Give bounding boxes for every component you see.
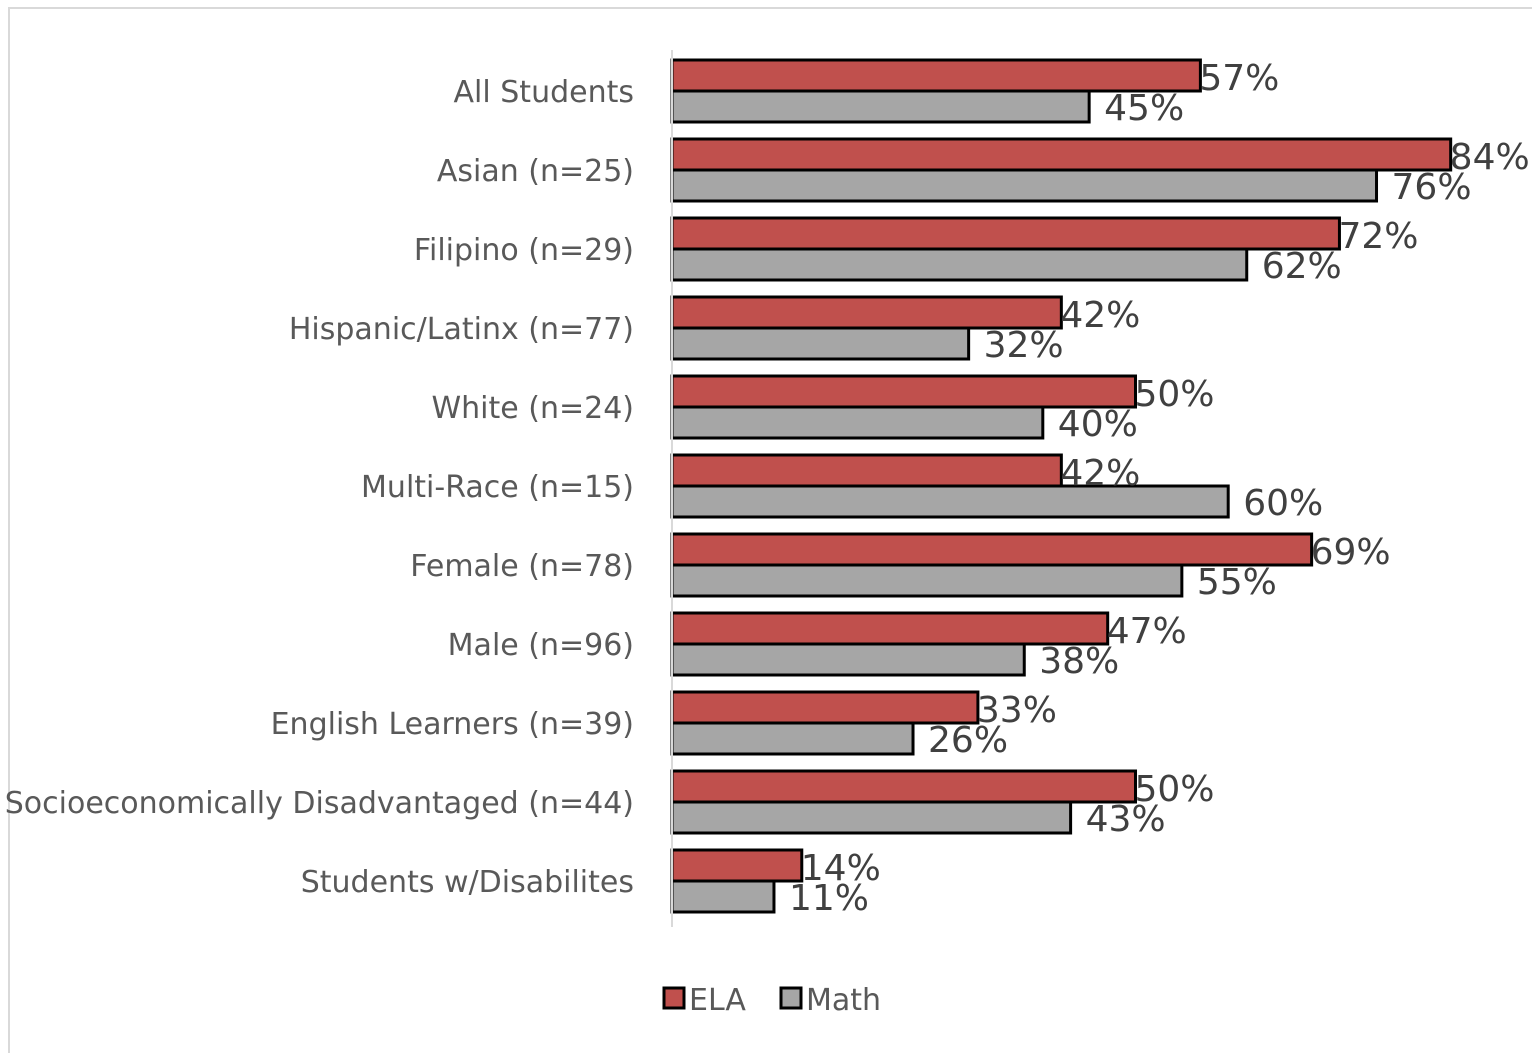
data-label: 57% xyxy=(1199,58,1279,99)
data-label: 47% xyxy=(1107,611,1187,652)
data-label: 14% xyxy=(801,848,881,889)
data-label: 43% xyxy=(1086,799,1166,840)
bar-ela xyxy=(670,374,1137,409)
category-label: Students w/Disabilites xyxy=(301,865,634,900)
legend-label-math: Math xyxy=(806,983,881,1018)
bar-ela xyxy=(670,690,980,725)
data-label: 50% xyxy=(1135,769,1215,810)
data-label: 33% xyxy=(977,690,1057,731)
data-label: 45% xyxy=(1104,88,1184,129)
bar-math xyxy=(670,563,1184,598)
data-label: 69% xyxy=(1311,532,1391,573)
category-label: White (n=24) xyxy=(432,391,635,426)
category-labels: All Students Asian (n=25) Filipino (n=29) H… xyxy=(5,75,634,900)
category-label: English Learners (n=39) xyxy=(271,707,634,742)
bar-math xyxy=(670,247,1249,282)
bar-math xyxy=(670,326,971,361)
value-labels: 57%45%84%76%72%62%42%32%50%40%42%60%69%5… xyxy=(789,58,1530,919)
bar-ela xyxy=(670,295,1063,330)
bar-ela xyxy=(670,769,1137,804)
category-label: Filipino (n=29) xyxy=(414,233,634,268)
data-label: 76% xyxy=(1392,167,1472,208)
data-label: 11% xyxy=(789,878,869,919)
data-label: 55% xyxy=(1197,562,1277,603)
data-label: 62% xyxy=(1262,246,1342,287)
bar-math xyxy=(670,405,1045,440)
data-label: 40% xyxy=(1058,404,1138,445)
bar-ela xyxy=(670,453,1063,488)
data-label: 42% xyxy=(1060,295,1140,336)
category-label: Asian (n=25) xyxy=(437,154,634,189)
bars xyxy=(670,58,1453,914)
legend-label-ela: ELA xyxy=(689,983,746,1018)
category-label: Socioeconomically Disadvantaged (n=44) xyxy=(5,786,634,821)
legend-swatch-math xyxy=(779,986,803,1010)
data-label: 84% xyxy=(1450,137,1530,178)
data-label: 60% xyxy=(1243,483,1323,524)
category-label: Multi-Race (n=15) xyxy=(361,470,634,505)
bar-math xyxy=(670,879,776,914)
legend-swatch-ela xyxy=(662,986,686,1010)
data-label: 26% xyxy=(928,720,1008,761)
bar-math xyxy=(670,484,1230,519)
category-label: Female (n=78) xyxy=(410,549,634,584)
data-label: 50% xyxy=(1135,374,1215,415)
category-label: Hispanic/Latinx (n=77) xyxy=(289,312,634,347)
bar-ela xyxy=(670,611,1110,646)
bar-ela xyxy=(670,58,1202,93)
bar-math xyxy=(670,168,1379,203)
data-label: 72% xyxy=(1338,216,1418,257)
bar-math xyxy=(670,721,915,756)
data-label: 32% xyxy=(984,325,1064,366)
bar-ela xyxy=(670,137,1453,172)
legend: ELA Math xyxy=(662,983,881,1018)
category-label: Male (n=96) xyxy=(448,628,634,663)
category-label: All Students xyxy=(454,75,634,110)
bar-ela xyxy=(670,848,804,883)
bar-math xyxy=(670,89,1091,124)
data-label: 42% xyxy=(1060,453,1140,494)
bar-ela xyxy=(670,216,1341,251)
data-label: 38% xyxy=(1039,641,1119,682)
bar-math xyxy=(670,800,1073,835)
bar-ela xyxy=(670,532,1314,567)
bar-math xyxy=(670,642,1026,677)
